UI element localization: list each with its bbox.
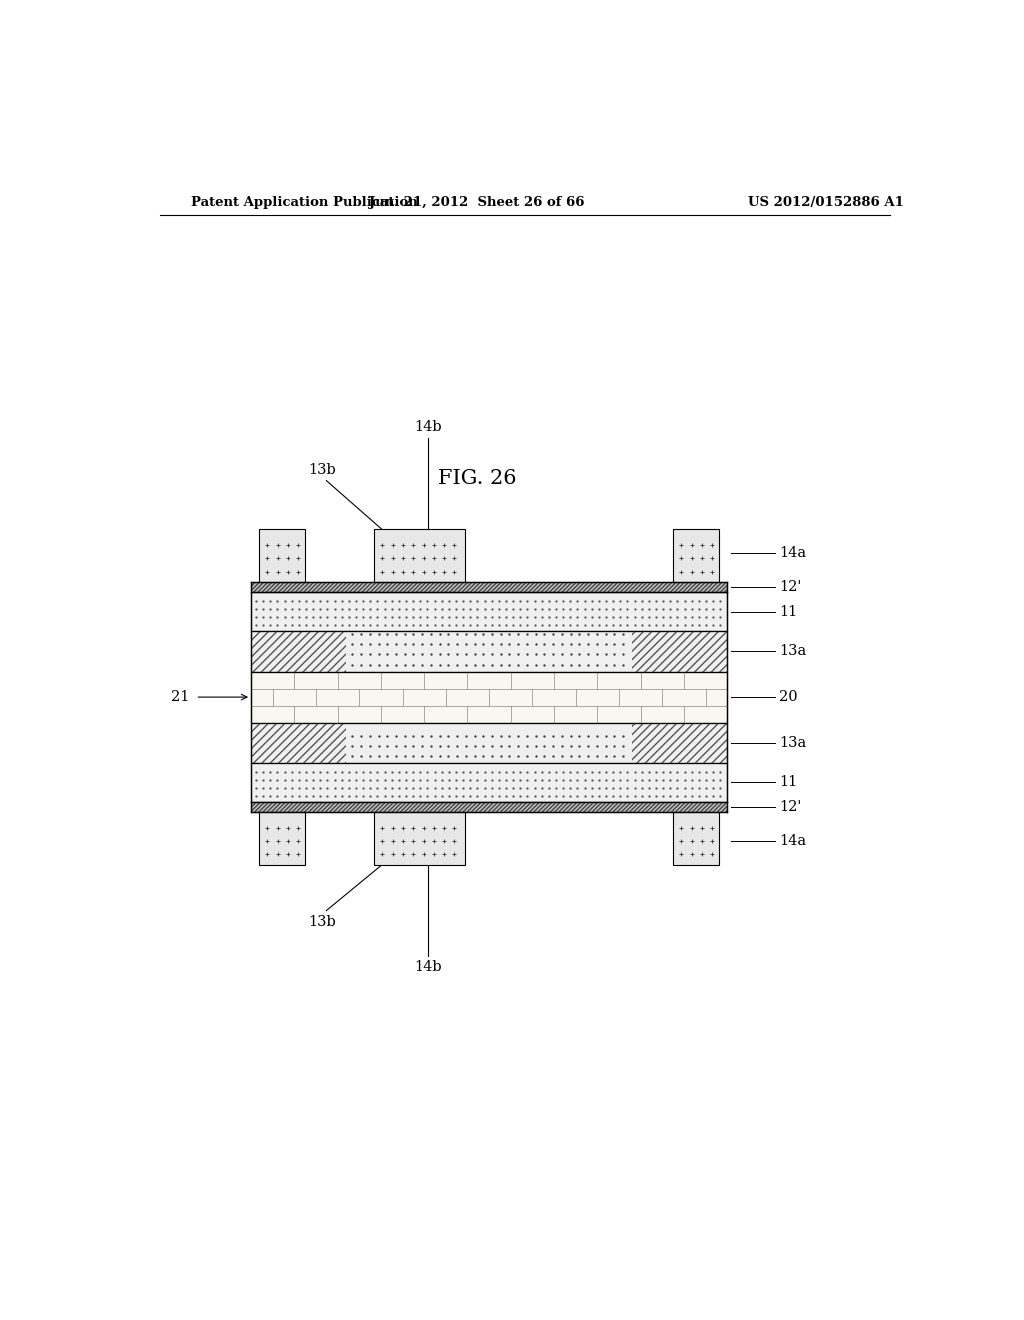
Bar	[251, 722, 727, 763]
Bar	[251, 582, 727, 593]
Text: 21: 21	[171, 690, 189, 704]
Bar	[251, 631, 346, 672]
Text: 14b: 14b	[414, 961, 441, 974]
Text: 12': 12'	[779, 581, 801, 594]
Text: 14b: 14b	[414, 420, 441, 434]
Text: US 2012/0152886 A1: US 2012/0152886 A1	[749, 197, 904, 209]
Bar	[673, 812, 719, 865]
Text: FIG. 26: FIG. 26	[438, 469, 516, 488]
Bar	[673, 529, 719, 582]
Bar	[632, 631, 727, 672]
Bar	[251, 582, 727, 593]
Bar	[374, 529, 465, 582]
Bar	[259, 529, 305, 582]
Text: Jun. 21, 2012  Sheet 26 of 66: Jun. 21, 2012 Sheet 26 of 66	[370, 197, 585, 209]
Text: 14a: 14a	[779, 546, 806, 560]
Bar	[259, 812, 305, 865]
Bar	[251, 763, 727, 801]
Text: 13b: 13b	[308, 915, 336, 928]
Text: 13a: 13a	[779, 644, 806, 659]
Text: 20: 20	[779, 690, 798, 704]
Text: 11: 11	[779, 775, 797, 789]
Text: Patent Application Publication: Patent Application Publication	[191, 197, 418, 209]
Bar	[251, 593, 727, 631]
Bar	[632, 722, 727, 763]
Bar	[251, 722, 346, 763]
Text: 13b: 13b	[308, 462, 336, 477]
Text: 12': 12'	[779, 800, 801, 814]
Text: 11: 11	[779, 605, 797, 619]
Bar	[251, 801, 727, 812]
Text: 14a: 14a	[779, 834, 806, 847]
Bar	[251, 631, 727, 672]
Bar	[251, 672, 727, 722]
Text: 13a: 13a	[779, 735, 806, 750]
Bar	[251, 801, 727, 812]
Bar	[374, 812, 465, 865]
